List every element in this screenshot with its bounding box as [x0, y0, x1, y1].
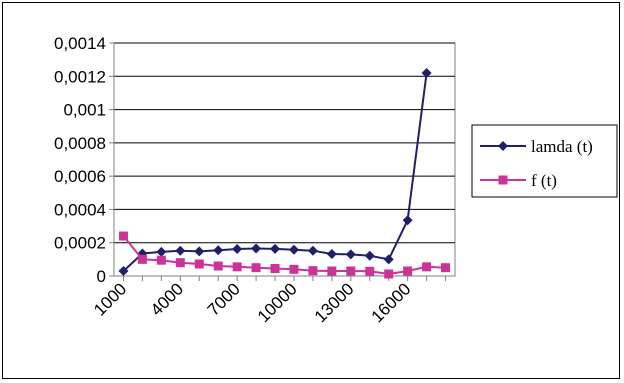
y-tick-label: 0,0008 — [54, 134, 106, 153]
data-point — [232, 244, 243, 255]
data-point — [213, 245, 224, 256]
x-tick-label: 13000 — [311, 279, 358, 326]
plot-background — [113, 42, 456, 277]
data-point — [346, 266, 356, 276]
data-point — [288, 244, 299, 255]
data-point — [270, 243, 281, 254]
y-tick-label: 0,0002 — [54, 234, 106, 253]
legend-box — [471, 124, 618, 198]
data-point — [383, 254, 394, 265]
x-tick-label: 16000 — [368, 279, 415, 326]
x-axis-ticks: 1000 4000 7000 10000 13000 16000 — [90, 276, 447, 326]
legend-label: f (t) — [531, 171, 557, 190]
data-point — [156, 246, 167, 257]
data-point — [270, 264, 280, 274]
data-point — [327, 266, 337, 276]
data-point — [307, 245, 318, 256]
y-tick-label: 0,001 — [63, 101, 106, 120]
legend-label: lamda (t) — [531, 137, 593, 156]
data-point — [345, 249, 356, 260]
data-point — [365, 266, 375, 276]
data-point — [213, 261, 223, 271]
y-tick-label: 0,0004 — [54, 200, 106, 219]
y-tick-label: 0,0006 — [54, 167, 106, 186]
data-point — [326, 249, 337, 260]
y-axis-ticks: 0 0,0002 0,0004 0,0006 0,0008 0,001 0,0012 0,00… — [54, 34, 114, 286]
data-point — [251, 263, 261, 273]
data-point — [308, 266, 318, 276]
data-point — [289, 264, 299, 274]
y-tick-label: 0 — [97, 267, 106, 286]
y-tick-label: 0,0014 — [54, 34, 106, 53]
data-point — [364, 250, 375, 261]
data-point — [175, 245, 186, 256]
x-tick-label: 7000 — [204, 279, 244, 319]
x-tick-label: 4000 — [147, 279, 187, 319]
data-point — [232, 262, 242, 272]
grid-lines — [114, 42, 455, 244]
data-point — [384, 269, 394, 279]
x-tick-label: 10000 — [254, 279, 301, 326]
data-point — [118, 231, 128, 241]
data-point — [422, 262, 432, 272]
series-1 — [118, 67, 432, 277]
data-point — [441, 263, 451, 273]
legend: lamda (t) f (t) — [471, 124, 618, 198]
data-point — [498, 175, 508, 185]
legend-item: f (t) — [480, 171, 557, 190]
series-layer — [118, 67, 451, 279]
legend-item: lamda (t) — [480, 137, 593, 156]
data-point — [194, 246, 205, 257]
data-point — [175, 258, 185, 268]
axes — [113, 43, 455, 277]
data-point — [251, 243, 262, 254]
data-point — [403, 266, 413, 276]
data-point — [194, 259, 204, 269]
plot-area — [113, 42, 456, 277]
data-point — [402, 215, 413, 226]
y-tick-label: 0,0012 — [54, 67, 106, 86]
data-point — [421, 67, 432, 78]
data-point — [498, 141, 508, 151]
data-point — [118, 266, 129, 277]
data-point — [137, 254, 147, 264]
series-2 — [118, 231, 451, 279]
data-point — [156, 255, 166, 265]
